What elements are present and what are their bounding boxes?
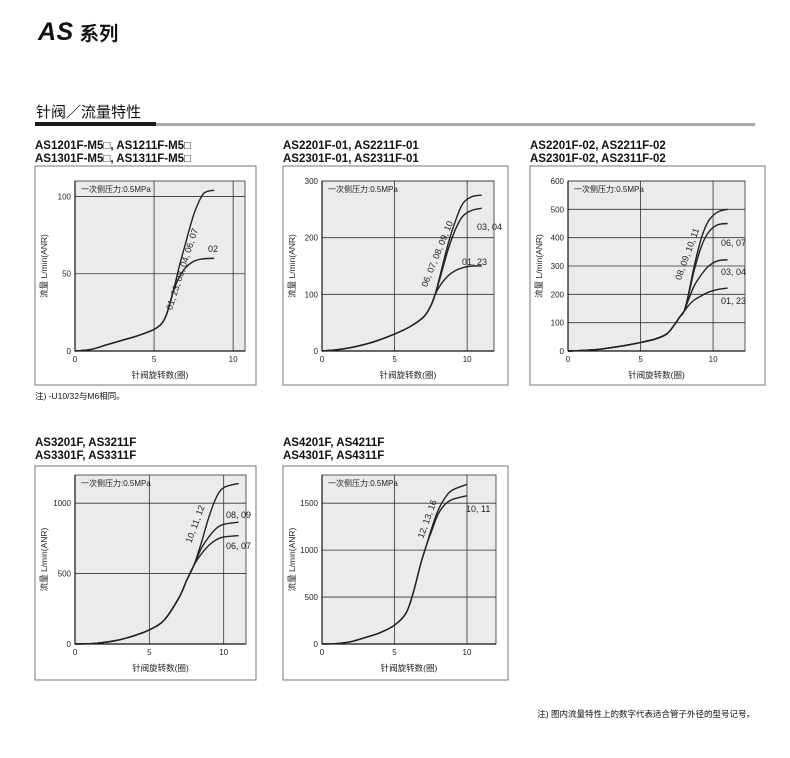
chart-title-line: AS4201F, AS4211F	[283, 437, 385, 449]
plot-area	[74, 180, 246, 352]
y-axis-label: 流量 L/min(ANR)	[39, 527, 49, 591]
pressure-annotation: 一次侧压力:0.5MPa	[574, 184, 644, 194]
y-tick-label: 0	[67, 640, 72, 649]
series-curve	[74, 534, 239, 645]
x-tick-label: 0	[320, 648, 325, 657]
pressure-annotation: 一次侧压力:0.5MPa	[81, 184, 151, 194]
series-label: 06, 07	[721, 238, 746, 248]
y-tick-label: 0	[314, 640, 319, 649]
y-tick-label: 400	[551, 234, 565, 243]
series-label: 03, 04	[477, 222, 502, 232]
plot-area	[321, 474, 497, 645]
series-label: 02	[208, 244, 218, 254]
x-tick-label: 10	[229, 355, 238, 364]
y-tick-label: 0	[67, 347, 72, 356]
y-tick-label: 1500	[300, 499, 318, 508]
chart-3: 0 100 200 300 400 500 600 0 5 10 一次侧压力:0.5MPa 针阀旋转数…	[529, 165, 766, 386]
series-label: 08, 09	[226, 510, 251, 520]
series-label: 01, 23	[462, 257, 487, 267]
x-tick-label: 5	[638, 355, 643, 364]
y-tick-label: 0	[560, 347, 565, 356]
y-tick-label: 1000	[300, 546, 318, 555]
plot-area	[321, 180, 495, 352]
y-tick-label: 600	[551, 177, 565, 186]
x-axis-label: 针阀旋转数(圈)	[132, 663, 189, 673]
y-tick-label: 500	[305, 593, 319, 602]
chart-4-title: AS3201F, AS3211F AS3301F, AS3311F	[35, 437, 136, 463]
series-label: 01, 23	[721, 296, 746, 306]
y-axis-label: 流量 L/min(ANR)	[534, 234, 544, 298]
y-tick-label: 200	[551, 290, 565, 299]
footnote-m5: 注) -U10/32与M6相同。	[35, 391, 125, 401]
chart-5: 0 500 1000 1500 0 5 10 一次侧压力:0.5MPa 针阀旋转数(圈) 流量 L…	[282, 465, 509, 681]
chart-1-title: AS1201F-M5□, AS1211F-M5□ AS1301F-M5□, AS1…	[35, 140, 191, 166]
section-rule	[156, 123, 755, 126]
chart-2: 0 100 200 300 0 5 10 一次侧压力:0.5MPa 针阀旋转数(圈) 流量 L/m…	[282, 165, 509, 386]
chart-title-line: AS2301F-01, AS2311F-01	[283, 153, 419, 165]
y-axis-label: 流量 L/min(ANR)	[287, 527, 297, 591]
chart-3-title: AS2201F-02, AS2211F-02 AS2301F-02, AS2311…	[530, 140, 666, 166]
x-axis-label: 针阀旋转数(圈)	[381, 663, 438, 673]
chart-title-line: AS1201F-M5□, AS1211F-M5□	[35, 140, 191, 152]
x-axis-label: 针阀旋转数(圈)	[628, 370, 685, 380]
page-title: AS 系列	[38, 18, 119, 47]
chart-2-title: AS2201F-01, AS2211F-01 AS2301F-01, AS2311…	[283, 140, 419, 166]
title-latin: AS	[38, 18, 74, 46]
pressure-annotation: 一次侧压力:0.5MPa	[328, 478, 398, 488]
plot-area	[74, 474, 247, 645]
y-tick-label: 1000	[53, 499, 71, 508]
series-curve	[74, 257, 215, 352]
x-tick-label: 10	[219, 648, 228, 657]
series-curve	[321, 265, 482, 352]
chart-title-line: AS3301F, AS3311F	[35, 450, 137, 462]
y-tick-label: 500	[58, 570, 72, 579]
x-tick-label: 10	[463, 648, 472, 657]
pressure-annotation: 一次侧压力:0.5MPa	[328, 184, 398, 194]
y-tick-label: 100	[551, 319, 565, 328]
y-tick-label: 500	[551, 205, 565, 214]
x-tick-label: 5	[392, 648, 397, 657]
chart-title-line: AS2201F-01, AS2211F-01	[283, 140, 419, 152]
x-tick-label: 5	[147, 648, 152, 657]
chart-title-line: AS2201F-02, AS2211F-02	[530, 140, 666, 152]
footnote-bottom: 注) 图内流量特性上的数字代表适合管子外径的型号记号。	[537, 709, 755, 719]
x-axis-label: 针阀旋转数(圈)	[380, 370, 437, 380]
x-tick-label: 0	[73, 648, 78, 657]
section-title: 针阀／流量特性	[36, 104, 142, 121]
y-tick-label: 100	[305, 290, 319, 299]
pressure-annotation: 一次侧压力:0.5MPa	[81, 478, 151, 488]
x-tick-label: 5	[152, 355, 157, 364]
y-tick-label: 300	[551, 262, 565, 271]
x-tick-label: 10	[709, 355, 718, 364]
y-tick-label: 100	[58, 192, 72, 201]
x-tick-label: 5	[392, 355, 397, 364]
chart-1: 0 50 100 0 5 10 一次侧压力:0.5MPa 针阀旋转数(圈) 流量 L/min(A…	[34, 165, 257, 386]
y-tick-label: 50	[62, 270, 71, 279]
y-tick-label: 0	[314, 347, 319, 356]
y-axis-label: 流量 L/min(ANR)	[287, 234, 297, 298]
series-curve	[321, 494, 468, 645]
x-tick-label: 0	[566, 355, 571, 364]
x-tick-label: 0	[320, 355, 325, 364]
y-tick-label: 200	[305, 234, 319, 243]
x-axis-label: 针阀旋转数(圈)	[132, 370, 189, 380]
chart-4: 0 500 1000 0 5 10 一次侧压力:0.5MPa 针阀旋转数(圈) 流量 L/min…	[34, 465, 257, 681]
title-cn: 系列	[79, 24, 119, 45]
series-curve	[567, 287, 728, 352]
series-label: 10, 11	[466, 504, 490, 514]
chart-title-line: AS3201F, AS3211F	[35, 437, 137, 449]
chart-title-line: AS4301F, AS4311F	[283, 450, 385, 462]
section-rule-accent	[35, 122, 156, 126]
chart-5-title: AS4201F, AS4211F AS4301F, AS4311F	[283, 437, 384, 463]
x-tick-label: 10	[463, 355, 472, 364]
x-tick-label: 0	[73, 355, 78, 364]
series-label: 03, 04	[721, 267, 746, 277]
y-axis-label: 流量 L/min(ANR)	[39, 234, 49, 298]
series-label: 06, 07	[226, 541, 251, 551]
chart-title-line: AS1301F-M5□, AS1311F-M5□	[35, 153, 191, 165]
y-tick-label: 300	[305, 177, 319, 186]
chart-title-line: AS2301F-02, AS2311F-02	[530, 153, 666, 165]
